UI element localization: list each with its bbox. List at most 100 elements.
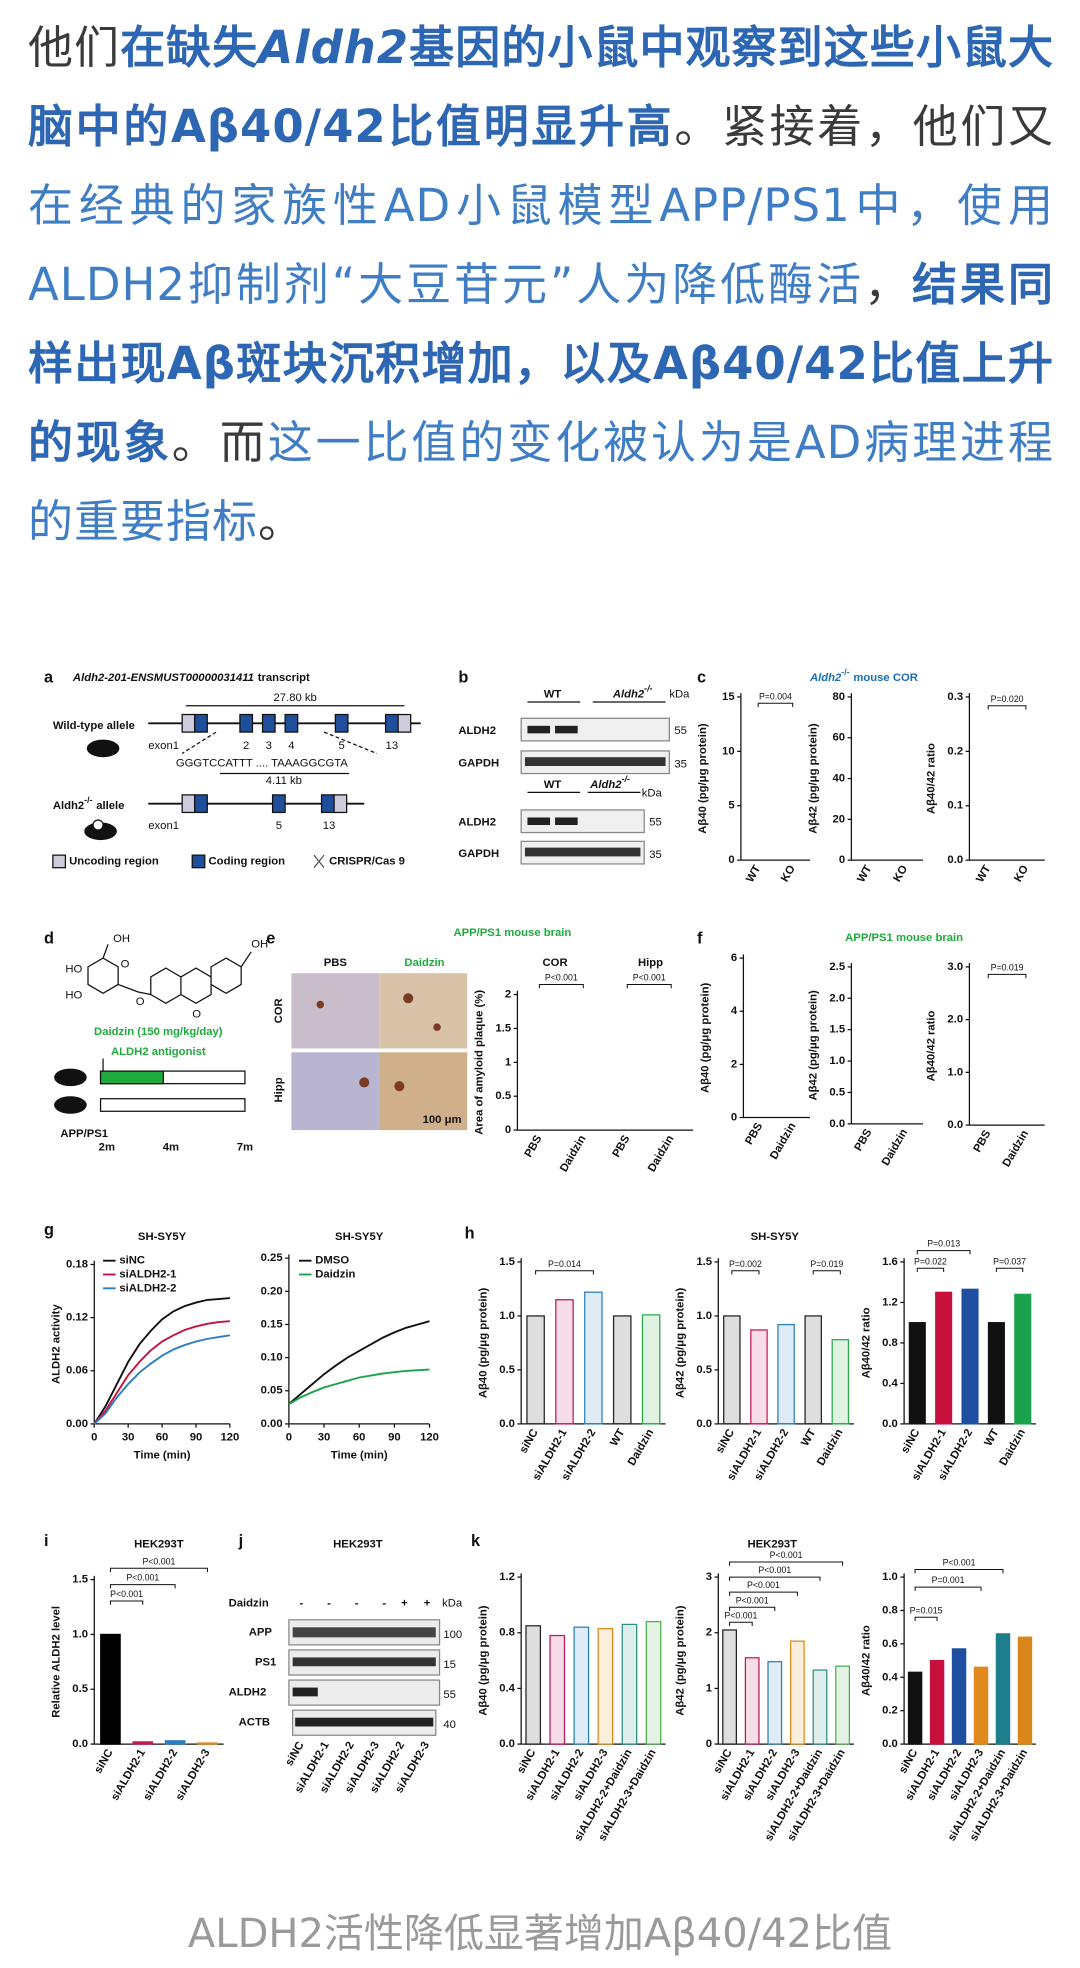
p-value: P<0.001	[110, 1589, 143, 1599]
x-tick-label: WT	[744, 863, 763, 884]
bar	[951, 1648, 967, 1745]
bar	[584, 1291, 603, 1425]
coding-exon	[334, 713, 349, 733]
coding-exon	[320, 794, 335, 814]
x-tick-label: Daidzin	[880, 1127, 911, 1168]
bar	[831, 1339, 850, 1425]
treatment-sign: -	[300, 1597, 304, 1609]
bar	[908, 1322, 926, 1425]
y-tick-label: 1.0	[882, 1571, 898, 1583]
significance-bracket	[109, 1600, 144, 1605]
x-tick-label: Daidzin	[626, 1427, 657, 1468]
y-tick-label: 1.6	[882, 1256, 898, 1268]
y-axis-label: Aβ40/42 ratio	[926, 1010, 938, 1081]
exon-label: 2	[243, 740, 249, 752]
legend-label: siALDH2-1	[119, 1268, 176, 1280]
genotype: -/-	[841, 667, 849, 677]
x-tick-label: PBS	[852, 1127, 874, 1154]
x-tick-label: 90	[388, 1432, 401, 1444]
significance-bracket	[729, 1591, 798, 1596]
panel-title: Aldh2-/- mouse COR	[809, 667, 918, 684]
mouse-icon	[54, 1068, 87, 1087]
micrograph	[379, 973, 468, 1049]
lane-label: siNC	[283, 1740, 306, 1768]
bar	[767, 1661, 783, 1745]
gene: Aldh2	[612, 688, 645, 700]
x-tick-label: siNC	[899, 1427, 922, 1455]
y-tick-label: 1	[706, 1682, 712, 1694]
bar	[549, 1634, 566, 1745]
atom-label: OH	[251, 938, 268, 950]
y-tick-label: 2.5	[829, 961, 845, 973]
x-tick-label: Daidzin	[1001, 1128, 1032, 1169]
uncoding-exon	[181, 794, 196, 814]
y-tick-label: 0.5	[499, 1364, 515, 1376]
y-tick-label: 0.05	[261, 1385, 283, 1397]
y-tick-label: 0.5	[696, 1364, 712, 1376]
plaque	[403, 993, 414, 1004]
gene: Aldh2	[53, 800, 84, 812]
x-tick-label: KO	[779, 863, 798, 884]
y-tick-label: 0.5	[495, 1090, 511, 1102]
blot-row-label: ACTB	[239, 1717, 270, 1729]
y-tick-label: 0.6	[882, 1638, 898, 1650]
plaque	[394, 1081, 405, 1092]
treatment-sign: -	[355, 1597, 359, 1609]
bar	[935, 1291, 953, 1425]
y-tick-label: 1.5	[696, 1256, 712, 1268]
p-value: P=0.014	[548, 1259, 581, 1269]
plaque	[316, 1000, 325, 1009]
scissors-icon	[313, 854, 325, 869]
bar	[929, 1659, 945, 1745]
x-tick-label: 30	[122, 1432, 135, 1444]
bar	[555, 1299, 574, 1425]
column-label: Daidzin	[404, 957, 444, 969]
y-tick-label: 2	[731, 1058, 737, 1070]
y-tick-label: 1.5	[499, 1256, 515, 1268]
p-value: P<0.001	[736, 1595, 769, 1605]
y-tick-label: 0.0	[882, 1418, 898, 1430]
coding-exon	[284, 713, 299, 733]
coding-exon	[194, 794, 208, 814]
blot-row-label: PS1	[255, 1656, 276, 1668]
column-label: PBS	[324, 957, 348, 969]
bar	[526, 1315, 545, 1425]
uncoding-exon	[397, 713, 412, 733]
group-label: Aldh2-/-	[589, 774, 630, 791]
y-axis-label: Relative ALDH2 level	[51, 1606, 63, 1718]
blot-size: 35	[674, 759, 687, 771]
bar	[621, 1623, 638, 1745]
blot	[520, 717, 670, 742]
y-axis-label: Aβ42 (pg/μg protein)	[808, 723, 820, 834]
time-label: 7m	[237, 1142, 253, 1154]
text-segment: 这一比值的变化被认为是AD病理进程的重要指标	[28, 416, 1054, 548]
x-tick-label: 60	[353, 1432, 366, 1444]
series-line	[93, 1297, 230, 1425]
legend-label: DMSO	[315, 1255, 349, 1267]
y-tick-label: 40	[833, 773, 846, 785]
y-tick-label: 20	[833, 813, 846, 825]
significance-bracket	[109, 1567, 208, 1573]
significance-bracket	[538, 983, 584, 989]
exon-label: exon1	[148, 820, 179, 832]
figure: a Aldh2-201-ENSMUST00000031411 transcript…	[44, 667, 1045, 1843]
y-tick-label: 0.0	[696, 1418, 712, 1430]
genotype: -/-	[644, 684, 652, 694]
y-tick-label: 1.0	[829, 1055, 845, 1067]
y-axis-label: ALDH2 activity	[51, 1304, 63, 1384]
x-tick-label: 30	[318, 1432, 331, 1444]
micrograph	[379, 1052, 468, 1131]
p-value: P<0.001	[747, 1580, 780, 1590]
blot-band	[527, 817, 551, 826]
mouse-icon	[54, 1096, 87, 1114]
y-tick-label: 60	[833, 732, 846, 744]
kda-label: kDa	[642, 788, 663, 800]
atom-label: O	[136, 996, 145, 1008]
blot-band	[527, 725, 551, 734]
x-axis-label: Time (min)	[331, 1449, 388, 1461]
y-axis-label: Aβ40 (pg/μg protein)	[700, 982, 712, 1093]
panel-label: h	[465, 1225, 475, 1243]
y-tick-label: 1.5	[829, 1024, 845, 1036]
plot-title: SH-SY5Y	[335, 1231, 384, 1243]
bar	[812, 1669, 828, 1745]
